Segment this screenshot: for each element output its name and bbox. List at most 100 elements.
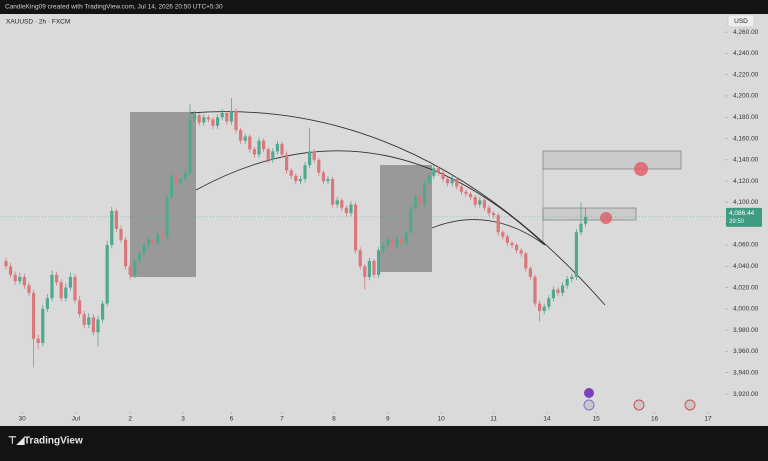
candle-body — [386, 239, 390, 245]
candle-body — [556, 289, 560, 293]
event-icon[interactable] — [684, 399, 696, 411]
candle-body — [100, 303, 105, 320]
y-tick-label: 4,260.00 — [733, 29, 759, 36]
y-tick-label: 4,180.00 — [733, 114, 759, 121]
candle-body — [492, 213, 496, 216]
x-tick-label: 17 — [704, 416, 712, 423]
candle-body — [64, 287, 68, 299]
candle-body — [174, 175, 178, 184]
candle-body — [165, 197, 169, 237]
candle-body — [561, 285, 565, 293]
candle-body — [202, 117, 206, 123]
y-tick-label: 4,160.00 — [733, 135, 759, 142]
candle-body — [524, 253, 528, 269]
candle-body — [289, 170, 293, 176]
candle-body — [335, 200, 339, 205]
candle-body — [225, 113, 229, 122]
candle-body — [533, 276, 537, 304]
y-tick-label: 3,960.00 — [733, 348, 759, 355]
event-icon[interactable] — [633, 399, 645, 411]
candle-body — [344, 207, 348, 214]
candle-body — [317, 159, 321, 173]
candle-body — [330, 179, 335, 205]
zone-box — [130, 112, 196, 277]
candle-body — [446, 179, 450, 184]
candle-body — [423, 183, 427, 205]
candle-body — [574, 232, 579, 277]
x-tick-label: 30 — [18, 416, 26, 423]
candle-body — [206, 117, 210, 120]
x-tick-label: 15 — [593, 416, 601, 423]
candle-body — [510, 242, 514, 245]
candle-body — [215, 117, 220, 126]
candle-body — [551, 289, 556, 299]
zone-box — [380, 165, 432, 272]
candle-body — [340, 200, 344, 208]
arc — [189, 111, 606, 306]
candle-body — [579, 223, 583, 233]
candle-body — [459, 186, 464, 192]
last-price-label: 4,086.44 — [729, 210, 755, 217]
candle-body — [82, 314, 86, 325]
target-box — [542, 150, 682, 170]
candle-body — [22, 276, 26, 286]
candle-body — [432, 168, 436, 176]
candle-body — [413, 197, 418, 208]
x-tick-label: 8 — [332, 416, 336, 423]
candle-body — [538, 303, 542, 311]
candle-body — [519, 250, 523, 254]
y-tick-label: 3,940.00 — [733, 369, 759, 376]
logo-mark: ⊤◢ — [8, 436, 25, 447]
candle-body — [377, 250, 381, 275]
currency-box[interactable] — [727, 14, 755, 28]
y-tick-label: 4,200.00 — [733, 93, 759, 100]
y-tick-label: 4,240.00 — [733, 50, 759, 57]
candle-body — [252, 149, 256, 155]
x-tick-label: 14 — [543, 416, 551, 423]
target-box — [542, 207, 637, 221]
candle-body — [584, 216, 588, 224]
y-tick-label: 4,100.00 — [733, 199, 759, 206]
candle-body — [261, 140, 266, 150]
candle-body — [234, 110, 238, 131]
y-tick-label: 4,040.00 — [733, 263, 759, 270]
candle-body — [487, 207, 491, 214]
candle-body — [280, 143, 284, 155]
candle-body — [353, 204, 358, 251]
event-icon[interactable] — [584, 388, 594, 398]
candle-body — [68, 276, 72, 288]
candle-body — [363, 266, 367, 277]
candle-body — [59, 282, 63, 299]
candle-body — [197, 115, 201, 123]
candle-body — [298, 179, 302, 182]
candle-body — [41, 308, 45, 343]
candle-body — [220, 113, 224, 118]
candle-body — [137, 253, 141, 261]
candle-body — [105, 245, 109, 304]
x-tick-label: 6 — [230, 416, 234, 423]
candle-body — [114, 210, 118, 230]
candle-body — [307, 151, 312, 166]
candle-body — [142, 245, 146, 254]
event-icon[interactable] — [583, 399, 595, 411]
candle-body — [473, 197, 477, 205]
candle-body — [128, 266, 132, 275]
y-tick-label: 3,920.00 — [733, 391, 759, 398]
candle-body — [284, 154, 289, 171]
candle-body — [50, 274, 54, 299]
candle-body — [464, 191, 468, 194]
marker — [600, 212, 612, 224]
candle-body — [119, 229, 123, 240]
candle-body — [528, 268, 533, 277]
candle-body — [367, 260, 372, 277]
candle-body — [13, 274, 17, 282]
symbol: XAUUSD · 2h · FXCM — [6, 19, 70, 26]
candle-body — [8, 266, 13, 275]
candle-body — [36, 338, 40, 343]
candle-body — [427, 175, 431, 184]
candle-body — [160, 234, 164, 237]
logo[interactable]: TradingView — [24, 436, 83, 447]
candle-body — [390, 239, 395, 248]
y-tick-label: 4,140.00 — [733, 157, 759, 164]
y-tick-label: 4,000.00 — [733, 306, 759, 313]
